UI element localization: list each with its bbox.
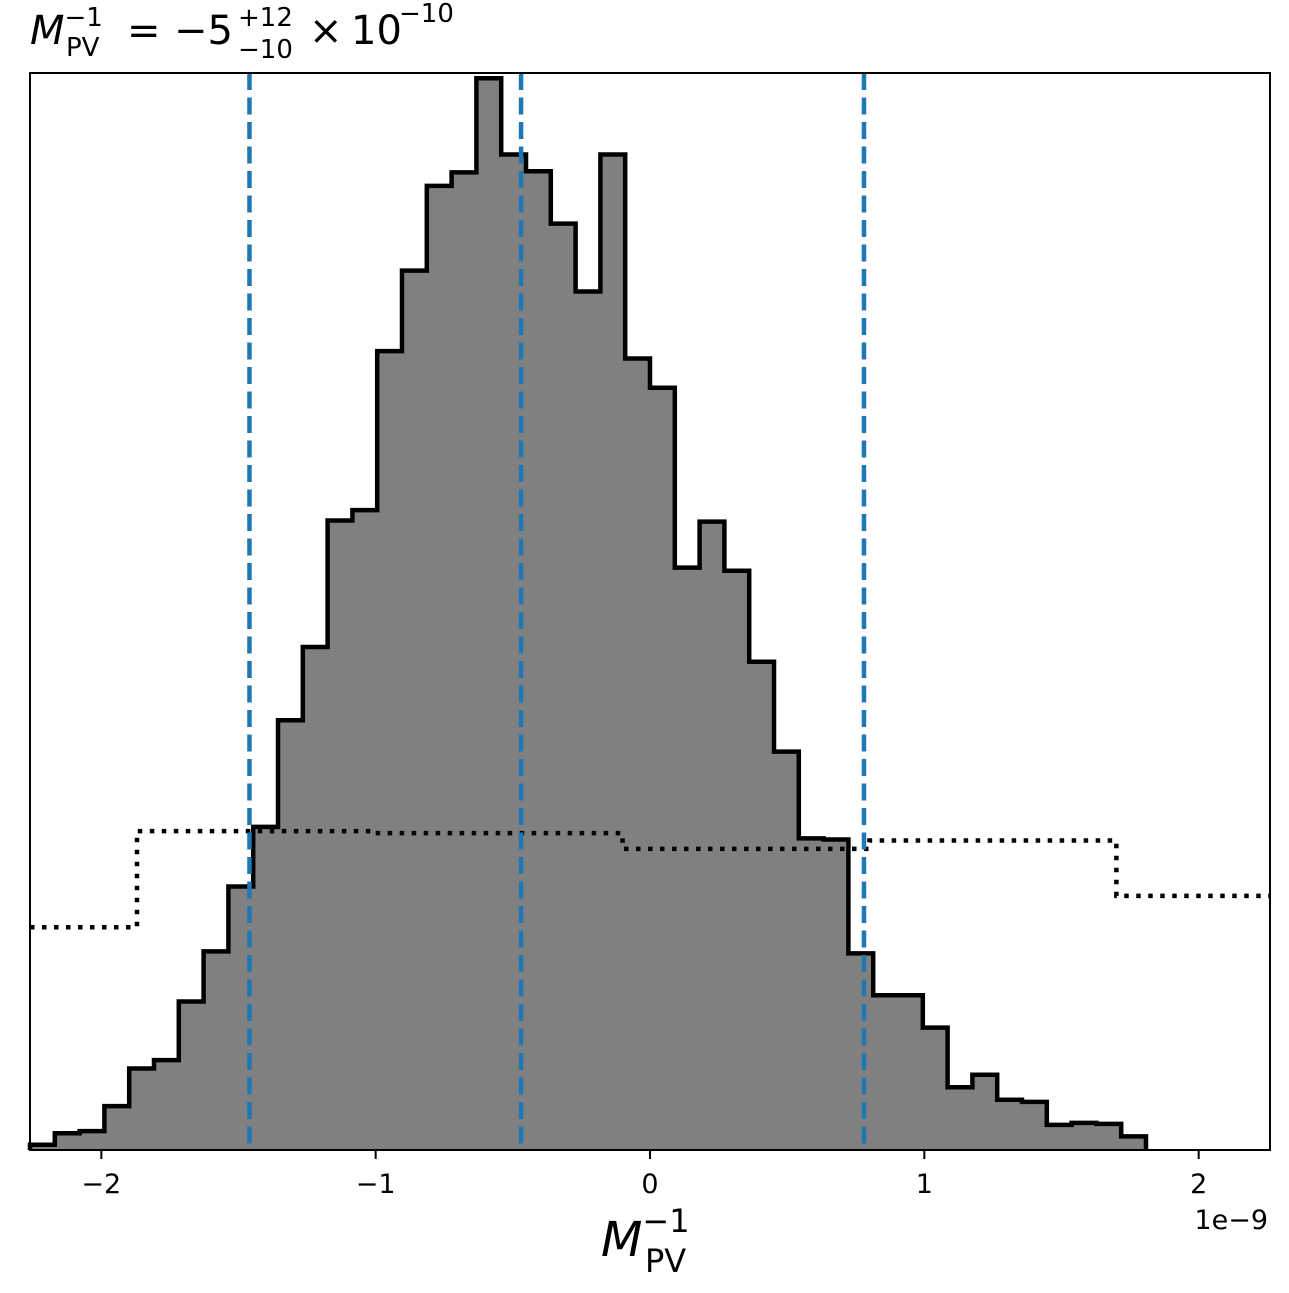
- posterior-bar: [550, 223, 577, 1151]
- title-exponent: −10: [399, 0, 454, 29]
- xlabel-sub: PV: [645, 1242, 686, 1280]
- posterior-bar: [600, 154, 626, 1151]
- x-tick-label: 2: [1190, 1169, 1207, 1200]
- posterior-bar: [377, 351, 403, 1150]
- posterior-bar: [1046, 1124, 1073, 1150]
- quantile-lines: [247, 73, 867, 1150]
- posterior-bar: [774, 751, 800, 1150]
- posterior-bar: [54, 1133, 81, 1150]
- x-tick-label: 1: [916, 1169, 933, 1200]
- posterior-bar: [1022, 1101, 1048, 1150]
- posterior-bar: [873, 995, 899, 1150]
- posterior-bar: [575, 291, 601, 1151]
- x-offset-label: 1e−9: [1194, 1205, 1268, 1236]
- posterior-bar: [104, 1106, 130, 1150]
- posterior-bar: [302, 647, 329, 1150]
- x-tick-label: −1: [356, 1169, 396, 1200]
- title-equals: =: [127, 8, 161, 54]
- posterior-bar: [79, 1131, 105, 1150]
- posterior-bar: [724, 570, 750, 1150]
- x-tick-label: 0: [641, 1169, 658, 1200]
- posterior-bar: [526, 171, 552, 1151]
- x-axis-label: M−1 PV: [601, 1202, 690, 1280]
- posterior-bar: [699, 521, 725, 1150]
- posterior-bar: [129, 1068, 155, 1150]
- posterior-bar: [30, 1144, 56, 1150]
- posterior-bar: [451, 172, 477, 1150]
- prior-line: [30, 828, 1270, 930]
- posterior-bar: [178, 1001, 205, 1150]
- posterior-bar: [476, 78, 502, 1151]
- posterior-bar: [625, 358, 651, 1150]
- posterior-bar: [1121, 1136, 1147, 1150]
- prior-histogram: [30, 828, 1270, 930]
- posterior-bar: [947, 1087, 973, 1150]
- posterior-bar: [898, 995, 924, 1150]
- posterior-bar: [922, 1027, 949, 1150]
- title-err-plus: +12: [238, 3, 293, 33]
- posterior-bar: [650, 387, 676, 1150]
- xlabel-sup: −1: [642, 1202, 689, 1240]
- chart-title: M−1 PV = −5 +12 −10 × 10−10: [30, 0, 454, 65]
- posterior-histogram: [27, 75, 1149, 1151]
- title-symbol-sub: PV: [66, 33, 100, 63]
- posterior-bar: [327, 520, 353, 1150]
- x-axis-ticks: −2 −1 0 1 2: [81, 1150, 1207, 1200]
- posterior-bar: [1096, 1123, 1122, 1150]
- posterior-bar: [848, 953, 874, 1150]
- posterior-bar: [426, 185, 453, 1150]
- xlabel-symbol: M: [601, 1212, 642, 1268]
- title-base: 10: [351, 8, 402, 54]
- posterior-bar: [823, 839, 849, 1150]
- posterior-bar: [253, 826, 279, 1150]
- title-err-minus: −10: [238, 35, 293, 65]
- posterior-bar: [1071, 1122, 1097, 1150]
- posterior-bar: [278, 720, 304, 1150]
- posterior-bar: [997, 1099, 1023, 1150]
- title-symbol-sup: −1: [65, 3, 103, 33]
- posterior-bar: [674, 567, 701, 1150]
- posterior-bar: [972, 1074, 998, 1150]
- posterior-outline: [27, 75, 1149, 1150]
- title-symbol: M: [30, 8, 65, 54]
- x-tick-label: −2: [81, 1169, 121, 1200]
- posterior-bar: [154, 1060, 180, 1150]
- posterior-bar: [749, 661, 775, 1150]
- posterior-bar: [798, 838, 825, 1150]
- posterior-bar: [203, 951, 229, 1150]
- title-times: ×: [309, 8, 343, 54]
- posterior-bar: [402, 270, 428, 1150]
- title-median: −5: [174, 8, 233, 54]
